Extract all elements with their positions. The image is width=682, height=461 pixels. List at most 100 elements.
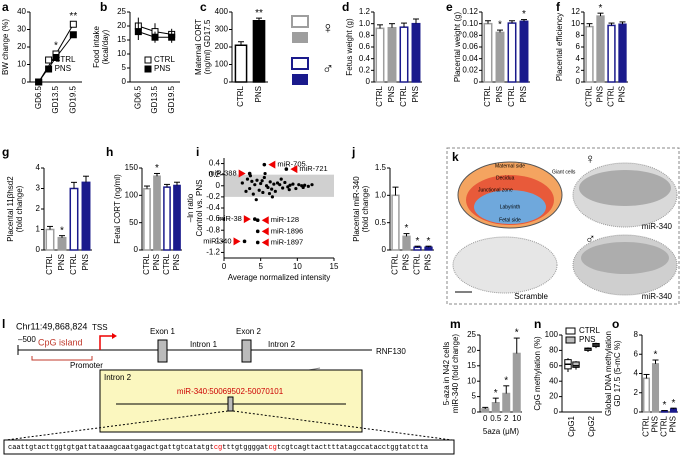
panel-label: k bbox=[452, 150, 459, 164]
y-axis-label: BW change (%) bbox=[1, 19, 10, 75]
y-tick-label: 0.2 bbox=[359, 65, 371, 74]
x-tick-label: PNS bbox=[57, 254, 66, 270]
legend-label: PNS bbox=[55, 64, 71, 73]
x-tick-label: PNS bbox=[172, 254, 181, 270]
point-label: miR-388 bbox=[208, 169, 236, 178]
point bbox=[244, 189, 248, 193]
x-tick-label: 5 bbox=[258, 262, 263, 271]
y-tick-label: 0.08 bbox=[462, 30, 478, 39]
panel-label: o bbox=[612, 317, 619, 331]
y-tick-label: 5 bbox=[122, 63, 127, 72]
y-tick-label: 25 bbox=[467, 330, 476, 339]
y-tick-label: 5 bbox=[472, 392, 477, 401]
significance: * bbox=[672, 398, 676, 409]
point bbox=[263, 171, 267, 176]
promoter-label: Promoter bbox=[70, 361, 103, 370]
bar bbox=[163, 186, 171, 251]
histology-panel: k Maternal side Giant cells Decidua Junc… bbox=[446, 147, 680, 305]
x-tick-label: CTRL bbox=[69, 253, 78, 274]
y-tick-label: 20 bbox=[17, 42, 26, 51]
bar bbox=[402, 235, 411, 251]
labeled-point bbox=[284, 167, 289, 171]
labeled-point bbox=[247, 171, 252, 176]
tissue-section bbox=[452, 236, 558, 294]
point bbox=[283, 180, 287, 185]
bar bbox=[502, 392, 511, 413]
panel-label: g bbox=[2, 145, 9, 159]
x-tick-label: GD13.5 bbox=[150, 85, 159, 113]
panel-label: b bbox=[100, 0, 107, 14]
y-tick-label: 8 bbox=[634, 330, 639, 339]
x-tick-label: CTRL bbox=[660, 415, 669, 436]
schematic-label: Decidua bbox=[496, 175, 515, 181]
point bbox=[310, 183, 314, 187]
y-tick-label: 0.5 bbox=[375, 218, 387, 227]
y-tick-label: 3 bbox=[36, 184, 41, 193]
panel-label: n bbox=[534, 317, 541, 331]
point bbox=[251, 192, 255, 196]
pointer bbox=[261, 227, 269, 236]
legend-marker bbox=[45, 65, 53, 73]
legend-swatch bbox=[291, 57, 309, 70]
x-tick-label: PNS bbox=[519, 86, 528, 102]
y-axis-label: Food intake bbox=[92, 26, 101, 68]
significance: * bbox=[498, 20, 502, 31]
bar bbox=[669, 408, 678, 413]
point bbox=[306, 184, 310, 188]
sequence-part: tttgtggggat bbox=[222, 444, 268, 452]
y-axis-label: CpG methylation (%) bbox=[533, 336, 542, 411]
bar bbox=[413, 246, 422, 251]
y-tick-label: 40 bbox=[17, 7, 26, 16]
x-tick-label: PNS bbox=[387, 86, 396, 102]
panel-label: e bbox=[446, 0, 453, 14]
legend-swatch bbox=[292, 74, 308, 85]
point bbox=[291, 182, 295, 186]
x-tick-label: CTRL bbox=[391, 253, 400, 274]
point bbox=[273, 189, 277, 193]
y-tick-label: 50 bbox=[129, 218, 138, 227]
point bbox=[294, 186, 298, 191]
point bbox=[240, 181, 244, 185]
point-label: miR-721 bbox=[299, 164, 327, 173]
y-tick-label: 0 bbox=[224, 77, 229, 86]
panel-label: l bbox=[2, 317, 5, 331]
bar bbox=[173, 184, 181, 251]
y-tick-label: 0 bbox=[382, 245, 387, 254]
point bbox=[254, 198, 258, 202]
pointer bbox=[238, 169, 246, 178]
y-tick-label: 12 bbox=[571, 7, 580, 16]
bar bbox=[483, 22, 493, 83]
y-tick-label: 0.4 bbox=[209, 159, 221, 168]
point bbox=[262, 175, 266, 180]
labeled-point bbox=[262, 162, 267, 167]
bar bbox=[481, 408, 490, 413]
x-tick-label: PNS bbox=[254, 86, 263, 102]
y-tick-label: 1 bbox=[36, 225, 41, 234]
y-tick-label: 25 bbox=[117, 7, 126, 16]
pointer bbox=[268, 160, 276, 169]
y-tick-label: 20 bbox=[117, 21, 126, 30]
panel-label: f bbox=[556, 0, 561, 14]
bar bbox=[81, 181, 91, 251]
y-tick-label: -1 bbox=[213, 236, 221, 245]
marker bbox=[134, 28, 142, 36]
pointer bbox=[233, 237, 241, 246]
y-axis-label: Control vs. PNS bbox=[195, 180, 204, 237]
x-tick-label: PNS bbox=[152, 254, 161, 270]
bar bbox=[618, 23, 627, 83]
bar bbox=[234, 44, 248, 83]
panel-label: a bbox=[2, 0, 9, 14]
y-axis-label: (fold change) bbox=[361, 185, 370, 232]
exon-label: Exon 1 bbox=[150, 327, 175, 336]
point bbox=[253, 183, 257, 187]
bar bbox=[45, 228, 55, 251]
x-tick-label: CTRL bbox=[413, 253, 422, 274]
y-axis-label: (ng/ml) GD17.5 bbox=[203, 19, 212, 74]
y-tick-label: 10 bbox=[117, 49, 126, 58]
significance: * bbox=[155, 163, 159, 174]
y-axis-label: miR-340 (fold change) bbox=[451, 334, 460, 413]
y-axis-label: Placental weight (g) bbox=[453, 12, 462, 83]
schematic-label: Junctional zone bbox=[478, 187, 513, 193]
y-tick-label: 400 bbox=[215, 7, 229, 16]
y-tick-label: 2 bbox=[576, 65, 581, 74]
